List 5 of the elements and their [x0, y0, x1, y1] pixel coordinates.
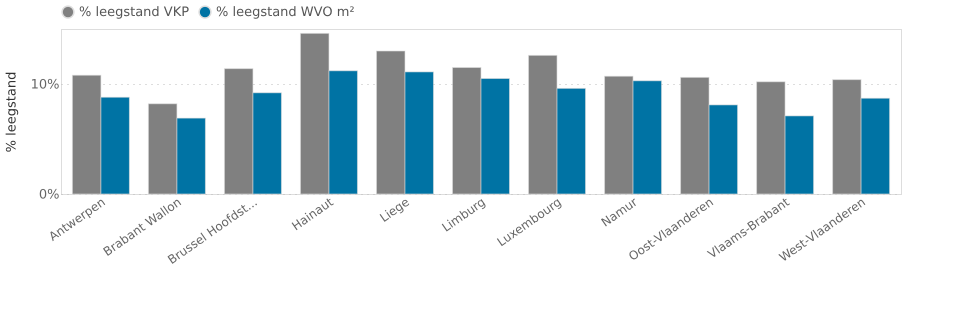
y-tick-label: 0% — [38, 188, 60, 202]
y-axis-title: % leegstand — [4, 72, 20, 152]
legend-label: % leegstand VKP — [79, 5, 190, 20]
y-tick-label: 10% — [30, 78, 60, 92]
legend-label: % leegstand WVO m² — [216, 5, 355, 20]
